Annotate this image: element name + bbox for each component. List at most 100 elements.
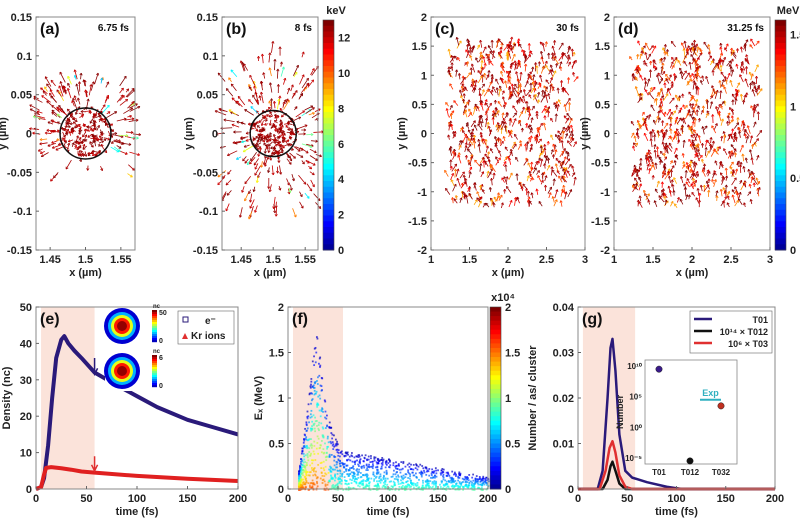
field-arrow	[551, 154, 556, 159]
colorbar-segment	[323, 117, 334, 124]
colorbar-segment	[323, 37, 334, 44]
arrow-head	[131, 117, 135, 121]
arrow-head	[118, 145, 122, 149]
field-arrow	[726, 195, 730, 200]
arrow-shaft	[283, 99, 290, 110]
field-arrow	[479, 120, 483, 128]
field-arrow	[84, 138, 88, 142]
field-arrow	[74, 124, 78, 129]
field-arrow	[218, 107, 228, 113]
arrow-shaft	[68, 139, 74, 142]
field-arrow	[530, 117, 534, 123]
arrow-shaft	[100, 117, 103, 123]
field-arrow	[679, 175, 684, 183]
arrow-head	[249, 199, 253, 203]
field-arrow	[492, 172, 496, 179]
arrow-head	[137, 105, 141, 109]
arrow-shaft	[89, 118, 94, 124]
field-arrow	[249, 199, 255, 209]
arrow-head	[57, 129, 60, 133]
field-arrow	[752, 182, 756, 187]
arrow-head	[66, 128, 70, 132]
field-arrow	[243, 192, 249, 202]
field-arrow	[299, 147, 309, 154]
field-arrow	[641, 111, 645, 116]
field-arrow	[75, 135, 80, 141]
x-axis-label: x (µm)	[69, 267, 102, 279]
field-arrow	[500, 202, 504, 209]
field-arrow	[526, 190, 530, 198]
arrow-head	[98, 143, 101, 147]
field-arrow	[89, 118, 94, 124]
field-arrow	[456, 57, 461, 62]
field-arrow	[691, 121, 695, 126]
arrow-shaft	[49, 89, 55, 97]
field-arrow	[105, 122, 109, 128]
field-arrow	[644, 52, 648, 60]
field-arrow	[504, 146, 509, 151]
field-arrow	[267, 178, 271, 189]
arrow-head	[138, 133, 142, 137]
field-arrow	[457, 154, 462, 164]
field-arrow	[86, 165, 90, 171]
arrow-shaft	[95, 138, 100, 141]
arrow-shaft	[66, 108, 71, 113]
arrow-shaft	[88, 84, 92, 96]
field-arrow	[481, 89, 485, 95]
field-arrow	[464, 155, 468, 160]
y-tick-label: -0.05	[7, 167, 32, 179]
arrow-shaft	[81, 138, 85, 144]
field-arrow	[501, 90, 505, 95]
field-arrow	[537, 91, 541, 98]
field-arrow	[262, 72, 266, 79]
arrow-head	[77, 123, 81, 127]
field-arrow	[560, 140, 564, 149]
arrow-shaft	[111, 132, 118, 135]
arrow-head	[67, 117, 71, 121]
field-arrow	[81, 138, 85, 144]
colorbar-segment	[323, 20, 334, 27]
field-arrow	[66, 108, 71, 113]
arrow-shaft	[51, 111, 58, 117]
field-arrow	[566, 170, 571, 176]
field-arrow	[103, 137, 107, 142]
arrow-head	[125, 98, 129, 102]
field-arrow	[116, 117, 127, 122]
field-arrow	[572, 51, 576, 57]
arrow-shaft	[249, 74, 256, 86]
arrow-head	[282, 101, 286, 105]
field-arrow	[77, 130, 82, 135]
arrow-head	[68, 125, 71, 129]
field-arrow	[66, 87, 72, 99]
arrow-shaft	[51, 140, 58, 144]
arrow-head	[46, 83, 50, 87]
arrow-shaft	[98, 140, 104, 144]
field-arrow	[90, 143, 94, 148]
colorbar-segment	[323, 215, 334, 222]
field-arrow	[541, 42, 545, 52]
field-arrow	[649, 60, 653, 66]
field-arrow	[445, 102, 449, 107]
field-arrow	[531, 105, 535, 111]
field-arrow	[295, 110, 305, 118]
arrow-shaft	[83, 79, 86, 86]
arrow-shaft	[221, 193, 227, 202]
arrow-shaft	[297, 124, 308, 130]
y-tick-label: -1	[417, 187, 427, 199]
field-arrow	[667, 175, 672, 184]
field-arrow	[570, 48, 574, 57]
arrow-head	[131, 167, 135, 171]
field-arrow	[647, 53, 652, 61]
field-arrow	[64, 125, 68, 130]
colorbar-segment	[323, 100, 334, 107]
arrow-shaft	[497, 38, 504, 46]
field-arrow	[744, 78, 749, 88]
field-arrow	[90, 136, 96, 140]
field-arrow	[124, 117, 135, 121]
field-arrow	[634, 177, 639, 184]
field-arrow	[220, 145, 226, 149]
field-arrow	[536, 170, 540, 175]
arrow-head	[65, 121, 69, 125]
field-arrow	[59, 81, 65, 93]
field-arrow	[119, 98, 129, 106]
